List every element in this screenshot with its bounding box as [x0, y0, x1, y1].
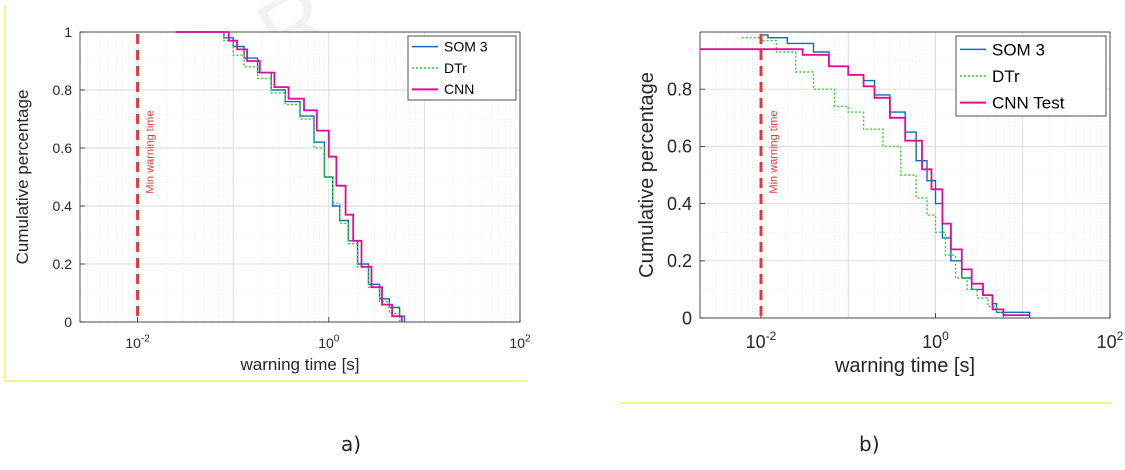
y-axis-label: Cumulative percentage [636, 72, 658, 278]
x-tick-label: 102 [509, 334, 531, 351]
x-tick-label: 100 [922, 329, 949, 352]
legend-label: DTr [444, 60, 467, 76]
y-tick-label: 0.8 [667, 80, 692, 100]
x-tick-label: 100 [318, 334, 340, 351]
y-tick-label: 0.8 [53, 82, 73, 98]
y-tick-label: 0.6 [667, 137, 692, 157]
x-axis-label: warning time [s] [834, 355, 975, 377]
legend: SOM 3 DTr CNN [407, 35, 517, 101]
x-tick-label: 10-2 [746, 329, 777, 352]
chart-panel-b: 0 0.2 0.4 0.6 0.8 10-2 100 102 warning time [s] C… [620, 31, 1124, 404]
min-warning-label: Min warning time [145, 110, 157, 193]
x-tick-label: 102 [1097, 329, 1124, 352]
panel-label-b: b) [859, 432, 880, 456]
legend: SOM 3 DTr CNN Test [955, 35, 1107, 117]
min-warning-label: Min warning time [768, 110, 780, 193]
y-tick-label: 0.2 [53, 256, 73, 272]
y-tick-label: 0.2 [667, 251, 692, 271]
axes-box [699, 31, 1111, 319]
y-tick-label: 0 [682, 308, 692, 328]
x-axis-label: warning time [s] [239, 355, 359, 374]
series-line-dtr [741, 37, 1005, 318]
y-tick-label: 0.4 [53, 198, 73, 214]
x-tick-label: 10-2 [125, 334, 150, 351]
legend-label: CNN [444, 81, 474, 97]
y-tick-label: 0.6 [53, 140, 73, 156]
series-line-dtr [175, 31, 401, 322]
y-tick-label: 0.4 [667, 194, 692, 214]
legend-label: DTr [992, 67, 1020, 86]
legend-label: CNN Test [992, 94, 1065, 113]
axes-box [79, 31, 521, 323]
legend-label: SOM 3 [992, 40, 1045, 59]
y-tick-label: 1 [64, 24, 72, 40]
series-line-cnn [175, 31, 403, 322]
series-line-cnn-test [700, 48, 1030, 316]
panel-label-a: a) [341, 432, 362, 456]
y-tick-label: 0 [64, 314, 72, 330]
y-axis-label: Cumulative percentage [13, 90, 32, 265]
chart-panel-a: 0 0.2 0.4 0.6 0.8 1 10-2 100 102 warning time [s]… [4, 5, 531, 382]
legend-label: SOM 3 [444, 39, 488, 55]
